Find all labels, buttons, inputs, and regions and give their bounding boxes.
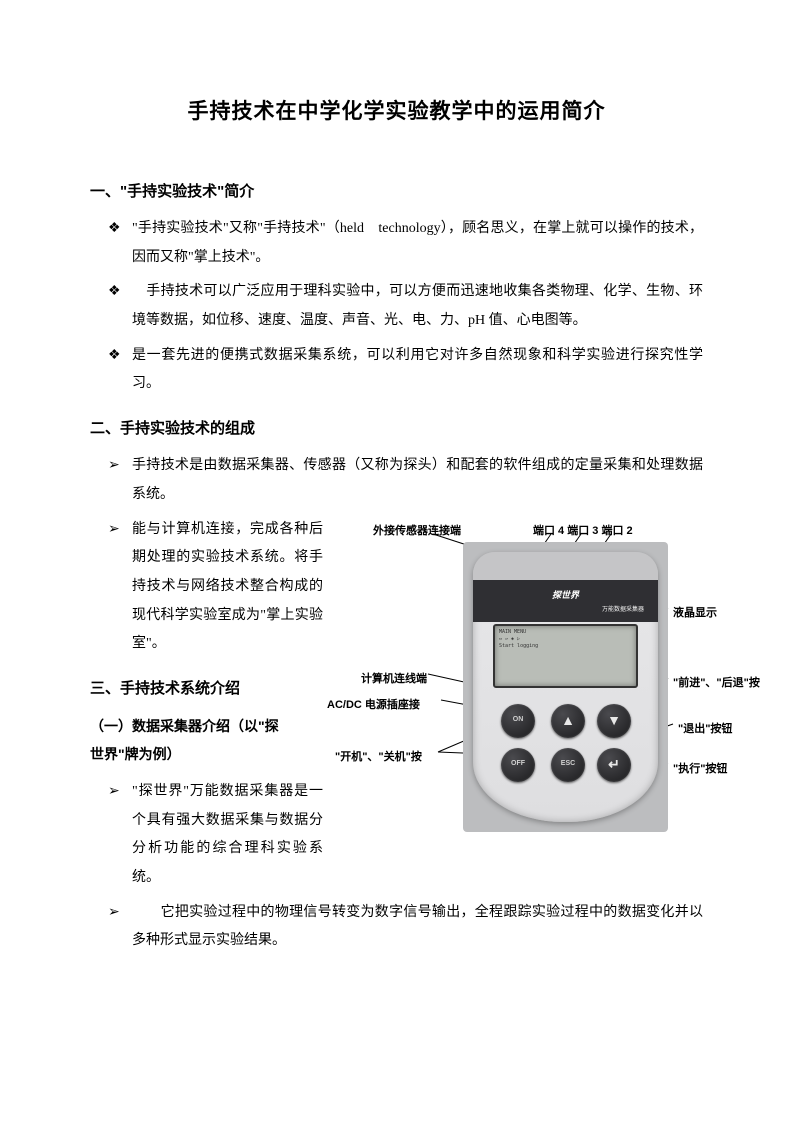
label-power: AC/DC 电源插座接 [327,694,420,717]
section-3-sub1-heading: （一）数据采集器介绍（以"探世界"牌为例） [90,712,290,768]
screen-line: MAIN MENU [499,629,632,636]
on-button: ON [501,704,535,738]
document-page: 手持技术在中学化学实验教学中的运用简介 一、"手持实验技术"简介 "手持实验技术… [0,0,793,1022]
section-1-list: "手持实验技术"又称"手持技术"（held technology），顾名思义，在… [90,215,703,399]
label-onoff: "开机"、"关机"按 [335,746,422,769]
screen-line: Start logging [499,643,632,650]
section-3-list: "探世界"万能数据采集器是一个具有强大数据采集与数据分分析功能的综合理科实验系统… [90,778,703,956]
device-screen: MAIN MENU ▭ ▱ ◈ ▷ Start logging [493,624,638,688]
device-brand: 探世界 [511,586,621,602]
list-item: 手持技术可以广泛应用于理科实验中，可以方便而迅速地收集各类物理、化学、生物、环境… [108,278,703,335]
enter-button: ↵ [597,748,631,782]
section-2-body: 手持技术是由数据采集器、传感器（又称为探头）和配套的软件组成的定量采集和处理数据… [90,452,703,956]
list-item: 是一套先进的便携式数据采集系统，可以利用它对许多自然现象和科学实验进行探究性学习… [108,342,703,399]
label-run: "执行"按钮 [673,758,727,781]
list-item-text: 能与计算机连接，完成各种后期处理的实验技术系统。将手持技术与网络技术整合构成的现… [132,522,323,652]
list-item: "手持实验技术"又称"手持技术"（held technology），顾名思义，在… [108,215,703,272]
label-fwd-back: "前进"、"后退"按 [673,672,760,695]
section-2-heading: 二、手持实验技术的组成 [90,417,703,438]
device-subbrand: 万能数据采集器 [602,604,644,616]
list-item: 手持技术是由数据采集器、传感器（又称为探头）和配套的软件组成的定量采集和处理数据… [108,452,703,509]
page-title: 手持技术在中学化学实验教学中的运用简介 [90,95,703,125]
label-ports: 端口 4 端口 3 端口 2 [533,520,633,543]
back-button: ▼ [597,704,631,738]
off-button: OFF [501,748,535,782]
label-sensor-port: 外接传感器连接端 [373,520,461,543]
section-2-list: 手持技术是由数据采集器、传感器（又称为探头）和配套的软件组成的定量采集和处理数据… [90,452,703,659]
list-item: 它把实验过程中的物理信号转变为数字信号输出，全程跟踪实验过程中的数据变化并以多种… [108,899,703,956]
section-1-heading: 一、"手持实验技术"简介 [90,180,703,201]
forward-button: ▲ [551,704,585,738]
list-item: 外接传感器连接端 端口 4 端口 3 端口 2 液晶显示 "前进"、"后退"按 … [108,516,703,659]
device-top-edge [473,552,658,581]
list-item: "探世界"万能数据采集器是一个具有强大数据采集与数据分分析功能的综合理科实验系统… [108,778,703,893]
esc-button: ESC [551,748,585,782]
label-lcd: 液晶显示 [673,602,717,625]
label-exit: "退出"按钮 [678,718,732,741]
screen-line: ▭ ▱ ◈ ▷ [499,636,632,643]
label-pc-port: 计算机连线端 [361,668,427,691]
